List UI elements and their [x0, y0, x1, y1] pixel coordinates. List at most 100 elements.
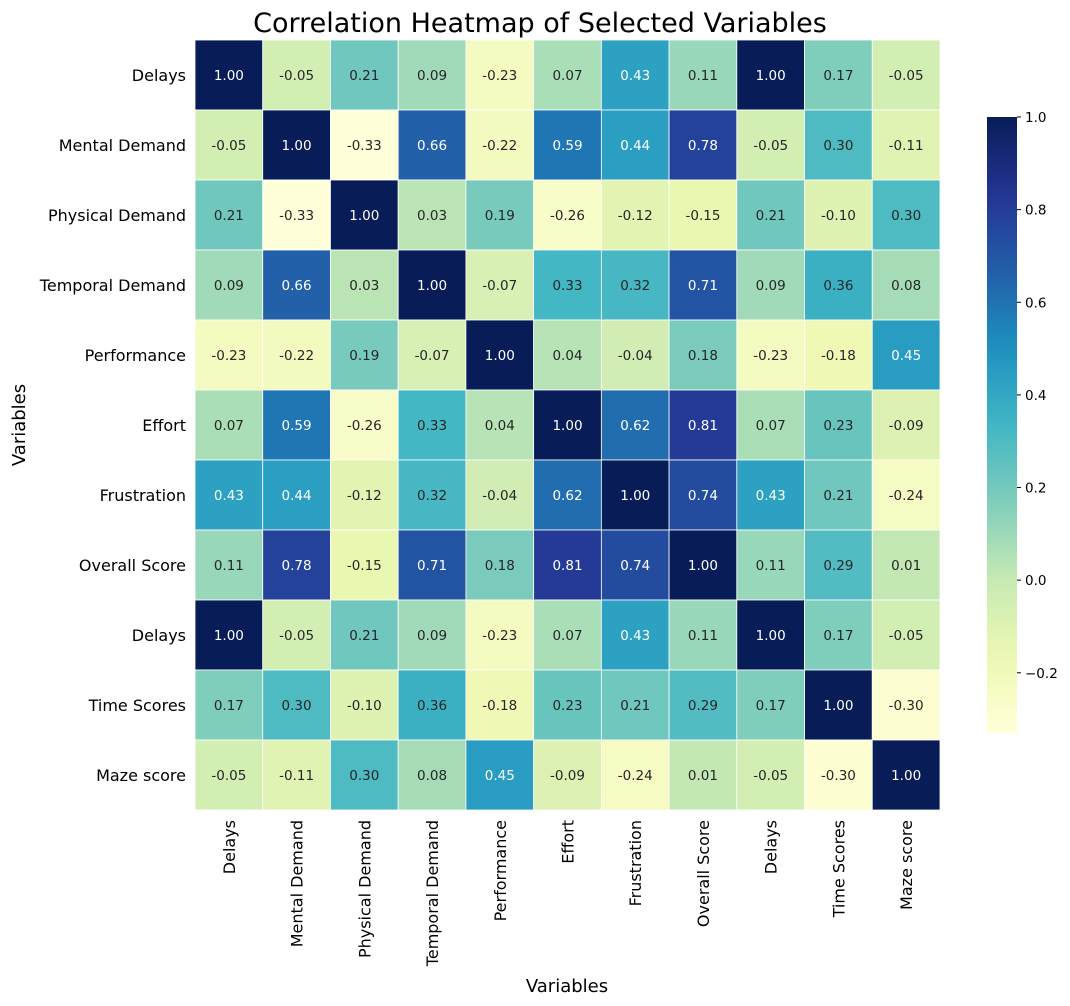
heatmap-cell-value: -0.23 — [482, 628, 517, 644]
heatmap-cell-value: -0.33 — [347, 138, 382, 154]
heatmap-cell — [330, 179, 399, 251]
heatmap-cell — [397, 39, 467, 111]
heatmap-cell — [330, 669, 399, 741]
heatmap-cell-value: 0.43 — [214, 488, 244, 504]
heatmap-cell — [194, 109, 264, 181]
heatmap-cell — [533, 39, 602, 111]
heatmap-cell-value: -0.26 — [550, 208, 585, 224]
heatmap-cell-value: 0.21 — [214, 208, 244, 224]
heatmap-cell — [736, 389, 805, 461]
heatmap-cell — [804, 529, 873, 601]
heatmap-cell — [465, 739, 535, 811]
heatmap-cell-value: 0.29 — [688, 698, 718, 714]
heatmap-cell — [330, 459, 399, 531]
heatmap-cell-value: 0.04 — [485, 418, 515, 434]
heatmap-cell — [397, 389, 467, 461]
heatmap-cell — [465, 319, 535, 391]
x-tick-label: Temporal Demand — [423, 820, 442, 967]
heatmap-cell-value: 0.74 — [688, 488, 718, 504]
heatmap-cell — [533, 599, 602, 671]
heatmap-cell-value: 0.21 — [349, 628, 379, 644]
heatmap-cell — [397, 319, 467, 391]
heatmap-cell — [871, 389, 941, 461]
heatmap-cell-value: 0.17 — [823, 68, 853, 84]
heatmap-cell-value: -0.23 — [753, 348, 788, 364]
x-tick-label: Maze score — [897, 820, 916, 910]
y-tick-label: Maze score — [96, 766, 186, 785]
heatmap-cell-value: -0.05 — [889, 68, 924, 84]
y-tick-labels: Delays Mental Demand Physical Demand Tempor… — [39, 66, 186, 785]
heatmap-cell-value: 0.62 — [552, 488, 582, 504]
heatmap-cell-value: 0.01 — [688, 768, 718, 784]
heatmap-cell-value: -0.22 — [279, 348, 314, 364]
heatmap-cell — [600, 599, 670, 671]
heatmap-cell-value: 0.09 — [756, 278, 786, 294]
heatmap-cell-value: 0.11 — [688, 68, 718, 84]
heatmap-cell — [194, 599, 264, 671]
x-tick-label: Time Scores — [829, 820, 848, 918]
colorbar-gradient — [987, 117, 1017, 733]
heatmap-cell-value: -0.15 — [347, 558, 382, 574]
heatmap-cell — [397, 529, 467, 601]
heatmap-cell — [330, 249, 399, 321]
heatmap-cell — [668, 529, 738, 601]
y-tick-label: Overall Score — [79, 556, 186, 575]
heatmap-cell-value: -0.05 — [753, 768, 788, 784]
x-tick-label: Effort — [559, 820, 578, 864]
heatmap-cell-value: 0.30 — [349, 768, 379, 784]
x-tick-label: Performance — [491, 820, 510, 921]
heatmap-cell-value: 0.17 — [214, 698, 244, 714]
heatmap-cell — [871, 39, 941, 111]
heatmap-cell — [871, 739, 941, 811]
heatmap-cell — [804, 109, 873, 181]
heatmap-cell-value: 0.08 — [891, 278, 921, 294]
heatmap-cell — [600, 319, 670, 391]
heatmap-cell — [533, 389, 602, 461]
y-tick-label: Time Scores — [88, 696, 186, 715]
heatmap-cell-value: -0.23 — [211, 348, 246, 364]
heatmap-cell-value: 0.59 — [282, 418, 312, 434]
heatmap-cell-value: -0.05 — [753, 138, 788, 154]
y-tick-label: Performance — [85, 346, 186, 365]
heatmap-cell — [465, 249, 535, 321]
heatmap-cell — [533, 179, 602, 251]
heatmap-cell-value: -0.11 — [889, 138, 924, 154]
heatmap-cell-value: -0.10 — [347, 698, 382, 714]
heatmap-cell-value: -0.12 — [618, 208, 653, 224]
heatmap-cell-value: 0.45 — [891, 348, 921, 364]
x-tick-label: Frustration — [626, 820, 645, 906]
heatmap-cell — [262, 39, 331, 111]
heatmap-cell — [871, 179, 941, 251]
heatmap-cell-value: 0.66 — [417, 138, 447, 154]
y-tick-label: Mental Demand — [59, 136, 186, 155]
heatmap-cell — [736, 179, 805, 251]
heatmap-cell-value: -0.18 — [821, 348, 856, 364]
heatmap-cell — [397, 249, 467, 321]
heatmap-cell-value: 0.18 — [485, 558, 515, 574]
heatmap-cell-value: 0.07 — [214, 418, 244, 434]
heatmap-cell-value: 0.17 — [756, 698, 786, 714]
heatmap-cell-value: -0.05 — [279, 68, 314, 84]
heatmap-cell — [871, 529, 941, 601]
heatmap-cell — [871, 319, 941, 391]
heatmap-cell — [668, 599, 738, 671]
colorbar-tick-label: 1.0 — [1025, 110, 1046, 126]
x-tick-label: Physical Demand — [355, 820, 374, 958]
heatmap-cell — [600, 249, 670, 321]
colorbar-tick-label: 0.8 — [1025, 203, 1046, 219]
heatmap-cell-value: 1.00 — [282, 138, 312, 154]
heatmap-cell — [736, 669, 805, 741]
heatmap-cell — [600, 529, 670, 601]
heatmap-cell-value: -0.05 — [211, 138, 246, 154]
heatmap-cell — [668, 39, 738, 111]
heatmap-cell-value: 0.23 — [552, 698, 582, 714]
heatmap-cell — [262, 529, 331, 601]
heatmap-cell-value: 0.07 — [552, 68, 582, 84]
heatmap-cell — [262, 459, 331, 531]
heatmap-cell — [330, 109, 399, 181]
heatmap-cell-value: -0.09 — [889, 418, 924, 434]
heatmap-cell-value: 0.11 — [214, 558, 244, 574]
heatmap-cell-value: 0.23 — [823, 418, 853, 434]
y-axis-label: Variables — [9, 384, 30, 466]
y-tick-label: Temporal Demand — [39, 276, 186, 295]
